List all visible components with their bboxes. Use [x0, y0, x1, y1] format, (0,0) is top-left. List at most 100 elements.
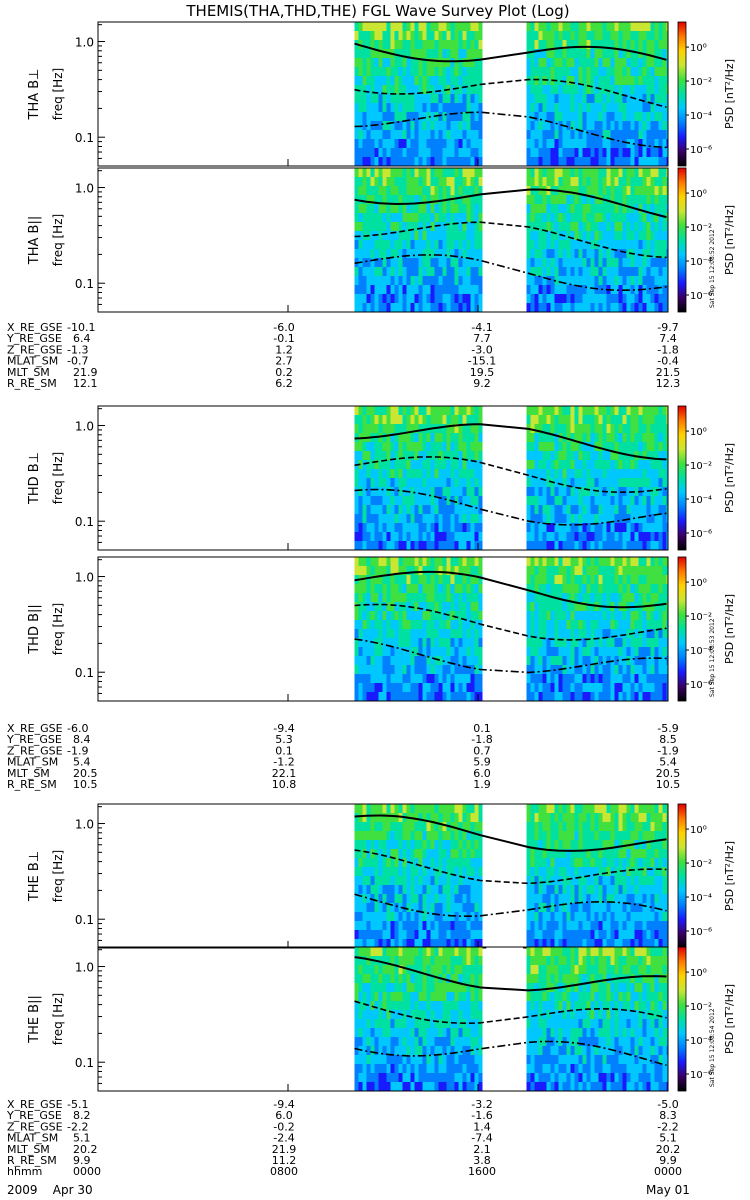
spectrogram-cell: [566, 647, 571, 657]
spectrogram-cell: [666, 496, 668, 506]
spectrogram-cell: [654, 557, 659, 567]
spectrogram-cell: [530, 602, 535, 612]
spectrogram-cell: [582, 406, 587, 416]
spectrogram-cell: [366, 849, 371, 859]
spectrogram-cell: [614, 168, 619, 178]
panel-ylabel: THD B⊥: [27, 452, 42, 505]
spectrogram-cell: [590, 40, 595, 50]
spectrogram-cell: [430, 541, 435, 550]
spectrogram-cell: [622, 204, 627, 214]
spectrogram-cell: [526, 213, 531, 223]
spectrogram-cell: [414, 557, 419, 567]
spectrogram-cell: [458, 867, 463, 877]
spectrogram-cell: [370, 204, 375, 214]
spectrogram-cell: [450, 656, 455, 666]
spectrogram-cell: [414, 49, 419, 59]
spectrogram-cell: [562, 168, 567, 178]
spectrogram-cell: [546, 148, 551, 158]
spectrogram-cell: [382, 514, 387, 524]
spectrogram-cell: [394, 514, 399, 524]
spectrogram-cell: [618, 638, 623, 648]
spectrogram-cell: [454, 867, 459, 877]
spectrogram-cell: [442, 442, 447, 452]
colorbar-tick-label: 10⁻⁶: [690, 145, 712, 156]
spectrogram-cell: [590, 303, 595, 312]
spectrogram-cell: [398, 894, 403, 904]
spectrogram-cell: [462, 692, 467, 701]
spectrogram-cell: [542, 103, 547, 113]
spectrogram-cell: [614, 303, 619, 312]
spectrogram-cell: [446, 49, 451, 59]
spectrogram-cell: [410, 885, 415, 895]
spectrogram-cell: [466, 656, 471, 666]
spectrogram-cell: [658, 22, 663, 32]
spectrogram-cell: [354, 629, 359, 639]
spectrogram-cell: [530, 67, 535, 77]
spectrogram-cell: [462, 157, 467, 166]
spectrogram-cell: [638, 406, 643, 416]
colorbar-tick-label: 10⁻⁴: [690, 257, 712, 268]
spectrogram-cell: [626, 231, 631, 241]
spectrogram-cell: [646, 523, 651, 533]
spectrogram-cell: [542, 76, 547, 86]
spectrogram-cell: [410, 566, 415, 576]
spectrogram-cell: [442, 285, 447, 295]
spectrogram-cell: [626, 532, 631, 542]
spectrogram-cell: [542, 469, 547, 479]
spectrogram-cell: [650, 40, 655, 50]
spectrogram-cell: [582, 683, 587, 693]
spectrogram-cell: [410, 514, 415, 524]
spectrogram-cell: [382, 139, 387, 149]
spectrogram-cell: [398, 831, 403, 841]
spectrogram-cell: [610, 186, 615, 196]
spectrogram-cell: [374, 505, 379, 515]
spectrogram-cell: [634, 620, 639, 630]
spectrogram-cell: [646, 406, 651, 416]
spectrogram-cell: [666, 204, 668, 214]
spectrogram-cell: [450, 285, 455, 295]
spectrogram-cell: [354, 451, 359, 461]
spectrogram-cell: [630, 139, 635, 149]
spectrogram-cell: [570, 611, 575, 621]
spectrogram-cell: [358, 840, 363, 850]
spectrogram-cell: [402, 885, 407, 895]
spectrogram-cell: [386, 406, 391, 416]
spectrogram-cell: [466, 213, 471, 223]
spectrogram-cell: [466, 822, 471, 832]
spectrogram-cell: [530, 575, 535, 585]
spectrogram-cell: [406, 406, 411, 416]
spectrogram-cell: [590, 231, 595, 241]
spectrogram-cell: [582, 541, 587, 550]
spectrogram-cell: [562, 656, 567, 666]
spectrogram-cell: [462, 186, 467, 196]
spectrogram-cell: [358, 566, 363, 576]
spectrogram-cell: [426, 532, 431, 542]
spectrogram-cell: [370, 139, 375, 149]
spectrogram-cell: [582, 249, 587, 259]
spectrogram-cell: [586, 85, 591, 95]
spectrogram-cell: [598, 674, 603, 684]
colorbar-tick-label: 10⁰: [690, 43, 707, 54]
spectrogram-cell: [450, 168, 455, 178]
spectrogram-cell: [530, 451, 535, 461]
spectrogram-cell: [454, 822, 459, 832]
spectrogram-cell: [462, 620, 467, 630]
spectrogram-cell: [618, 258, 623, 268]
spectrogram-cell: [610, 139, 615, 149]
spectrogram-cell: [398, 157, 403, 166]
spectrogram-cell: [594, 523, 599, 533]
spectrogram-cell: [602, 523, 607, 533]
spectrogram-cell: [370, 49, 375, 59]
spectrogram-cell: [566, 541, 571, 550]
spectrogram-cell: [554, 121, 559, 131]
spectrogram-cell: [462, 204, 467, 214]
spectrogram-cell: [458, 303, 463, 312]
spectrogram-cell: [558, 674, 563, 684]
spectrogram-cell: [646, 541, 651, 550]
spectrogram-cell: [426, 575, 431, 585]
spectrogram-cell: [426, 49, 431, 59]
spectrogram-cell: [366, 303, 371, 312]
spectrogram-cell: [426, 240, 431, 250]
spectrogram-cell: [610, 249, 615, 259]
spectrogram-cell: [374, 939, 379, 948]
